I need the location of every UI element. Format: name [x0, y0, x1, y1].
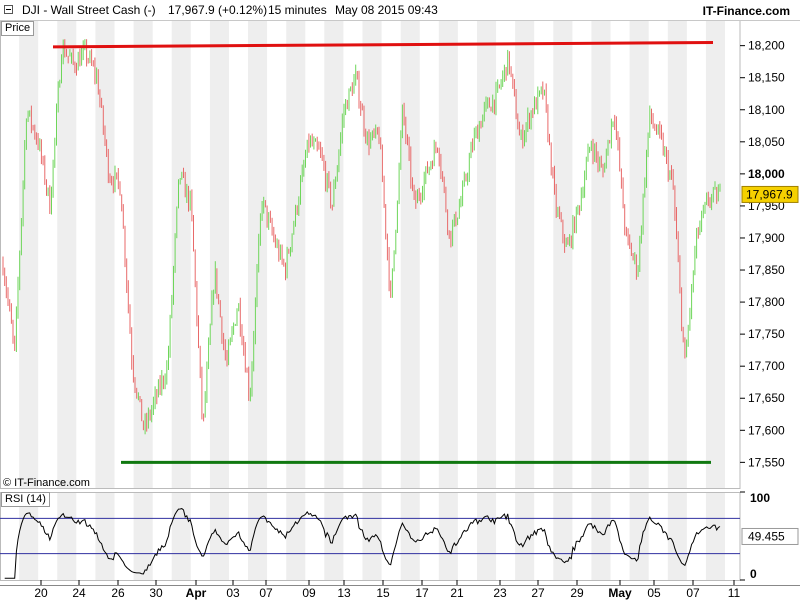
price-tick-label: 18,100	[748, 103, 785, 117]
day-stripe-price	[324, 20, 344, 488]
day-stripe-rsi	[57, 492, 77, 580]
day-stripe-price	[57, 20, 77, 488]
x-tick-label: 15	[376, 586, 390, 600]
price-tick-label: 17,850	[748, 263, 785, 277]
day-stripe-rsi	[705, 492, 725, 580]
day-stripe-price	[209, 20, 229, 488]
x-tick-label: 13	[337, 586, 351, 600]
day-stripe-rsi	[438, 492, 458, 580]
price-tick-label: 18,000	[748, 167, 785, 181]
x-axis: 20 24 26 30 Apr 03 07 09 13 15 17 21 23 27 29 May 05 07 11	[34, 580, 741, 600]
price-tick-label: 17,650	[748, 391, 785, 405]
day-stripe-price	[400, 20, 420, 488]
candles	[2, 39, 721, 435]
current-price-label: 17,967.9	[746, 187, 793, 201]
copyright-text: © IT-Finance.com	[3, 477, 90, 489]
resistance-line	[52, 40, 714, 49]
x-tick-label: May	[608, 586, 632, 600]
day-stripe-price	[705, 20, 725, 488]
day-stripe-rsi	[667, 492, 687, 580]
quote-value: 17,967.9 (+0.12%)	[168, 3, 268, 17]
day-stripe-price	[553, 20, 573, 488]
day-stripe-price	[248, 20, 268, 488]
day-stripe-price	[667, 20, 687, 488]
day-stripe-rsi	[286, 492, 306, 580]
price-y-axis: 17,550 17,600 17,650 17,700 17,750 17,800 17,8…	[740, 39, 785, 469]
x-tick-label: 29	[570, 586, 584, 600]
price-tick-label: 17,550	[748, 455, 785, 469]
x-tick-label: 09	[302, 586, 316, 600]
x-tick-label: 26	[111, 586, 125, 600]
day-stripe-price	[515, 20, 535, 488]
rsi-line	[4, 508, 721, 579]
price-tick-label: 17,800	[748, 295, 785, 309]
price-tick-label: 18,050	[748, 135, 785, 149]
price-tick-label: 18,200	[748, 39, 785, 53]
day-stripe-price	[286, 20, 306, 488]
rsi-tick-label: 0	[750, 567, 757, 581]
day-stripe-price	[19, 20, 39, 488]
day-stripe-rsi	[95, 492, 115, 580]
x-tick-label: Apr	[186, 586, 207, 600]
day-stripe-rsi	[19, 492, 39, 580]
day-stripe-price	[477, 20, 497, 488]
rsi-current-label: 49.455	[748, 529, 785, 543]
x-tick-label: 30	[149, 586, 163, 600]
rsi-panel-label: RSI (14)	[1, 492, 50, 507]
day-stripe-price	[95, 20, 115, 488]
x-tick-label: 03	[226, 586, 240, 600]
x-tick-label: 11	[728, 586, 741, 600]
day-stripe-rsi	[553, 492, 573, 580]
day-stripe-price	[629, 20, 649, 488]
rsi-current-tag	[741, 527, 799, 545]
day-stripe-rsi	[477, 492, 497, 580]
day-stripe-price	[591, 20, 611, 488]
x-tick-label: 21	[450, 586, 464, 600]
x-tick-label: 27	[531, 586, 545, 600]
day-stripes	[19, 20, 725, 580]
price-tick-label: 17,750	[748, 327, 785, 341]
brand-logo: IT-Finance.com	[702, 4, 790, 18]
day-stripe-price	[438, 20, 458, 488]
x-tick-label: 07	[686, 586, 700, 600]
day-stripe-rsi	[515, 492, 535, 580]
day-stripe-rsi	[248, 492, 268, 580]
price-tick-label: 17,700	[748, 359, 785, 373]
collapse-icon[interactable]	[4, 5, 13, 14]
day-stripe-price	[171, 20, 191, 488]
x-tick-label: 17	[415, 586, 429, 600]
day-stripe-price	[362, 20, 382, 488]
x-tick-label: 24	[72, 586, 86, 600]
rsi-y-axis: 0 100	[740, 491, 770, 581]
rsi-panel-frame	[0, 492, 741, 581]
x-tick-label: 20	[34, 586, 48, 600]
day-stripe-rsi	[171, 492, 191, 580]
x-tick-label: 23	[493, 586, 507, 600]
current-price-tag	[741, 185, 799, 203]
day-stripe-rsi	[591, 492, 611, 580]
rsi-tick-label: 100	[750, 491, 770, 505]
x-tick-label: 07	[259, 586, 273, 600]
x-tick-label: 05	[647, 586, 661, 600]
price-tick-label: 17,900	[748, 231, 785, 245]
day-stripe-rsi	[629, 492, 649, 580]
timeframe-label[interactable]: 15 minutes	[268, 3, 327, 17]
day-stripe-rsi	[133, 492, 153, 580]
price-tick-label: 18,150	[748, 71, 785, 85]
day-stripe-price	[133, 20, 153, 488]
price-tick-label: 17,600	[748, 423, 785, 437]
datetime-label: May 08 2015 09:43	[335, 3, 438, 17]
price-panel-label: Price	[1, 21, 35, 36]
chart-header: DJI - Wall Street Cash (-) 17,967.9 (+0.…	[0, 0, 800, 21]
instrument-title: DJI - Wall Street Cash (-)	[22, 3, 156, 17]
